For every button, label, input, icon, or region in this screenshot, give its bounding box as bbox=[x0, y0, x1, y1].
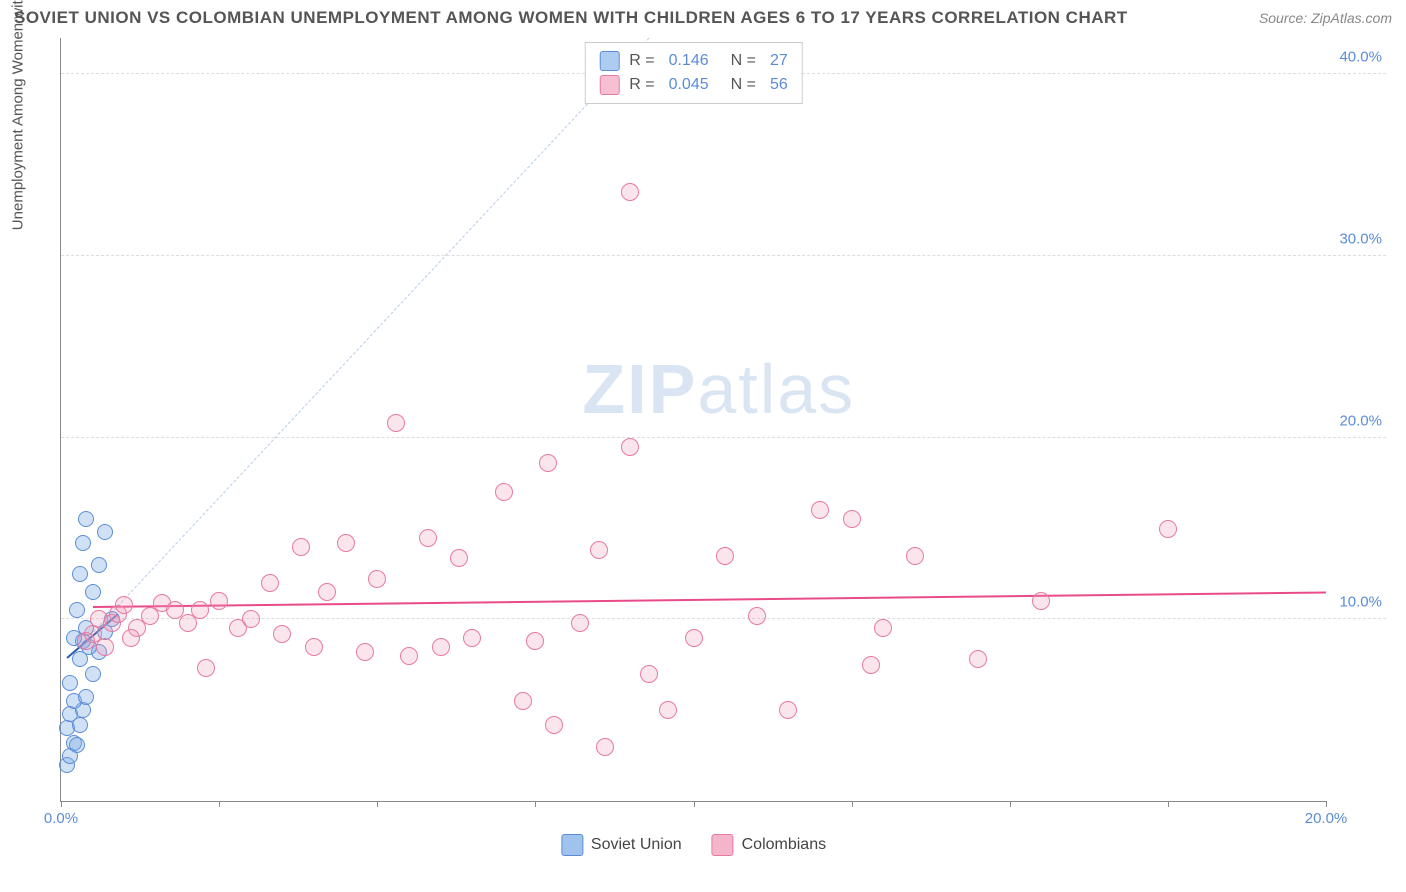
data-point bbox=[463, 629, 481, 647]
data-point bbox=[450, 549, 468, 567]
y-tick-label: 10.0% bbox=[1339, 594, 1382, 611]
legend-item-colombians: Colombians bbox=[712, 834, 826, 856]
data-point bbox=[716, 547, 734, 565]
swatch-soviet bbox=[599, 51, 619, 71]
gridline bbox=[61, 618, 1386, 619]
trend-line-colombians bbox=[93, 592, 1326, 609]
data-point bbox=[69, 737, 85, 753]
data-point bbox=[545, 716, 563, 734]
data-point bbox=[69, 602, 85, 618]
gridline bbox=[61, 255, 1386, 256]
data-point bbox=[640, 665, 658, 683]
chart-title: SOVIET UNION VS COLOMBIAN UNEMPLOYMENT A… bbox=[14, 8, 1128, 28]
data-point bbox=[115, 596, 133, 614]
data-point bbox=[514, 692, 532, 710]
data-point bbox=[292, 538, 310, 556]
data-point bbox=[748, 607, 766, 625]
watermark: ZIPatlas bbox=[582, 349, 855, 429]
data-point bbox=[419, 529, 437, 547]
data-point bbox=[78, 511, 94, 527]
data-point bbox=[368, 570, 386, 588]
data-point bbox=[191, 601, 209, 619]
x-tick bbox=[535, 801, 536, 807]
data-point bbox=[78, 689, 94, 705]
plot-area: ZIPatlas R = 0.146 N = 27 R = 0.045 N = … bbox=[60, 38, 1326, 802]
x-tick bbox=[852, 801, 853, 807]
data-point bbox=[874, 619, 892, 637]
data-point bbox=[305, 638, 323, 656]
data-point bbox=[75, 535, 91, 551]
data-point bbox=[969, 650, 987, 668]
y-axis-label: Unemployment Among Women with Children A… bbox=[10, 0, 27, 230]
x-tick bbox=[61, 801, 62, 807]
data-point bbox=[91, 557, 107, 573]
data-point bbox=[122, 629, 140, 647]
data-point bbox=[1032, 592, 1050, 610]
statistics-legend: R = 0.146 N = 27 R = 0.045 N = 56 bbox=[584, 42, 803, 104]
data-point bbox=[539, 454, 557, 472]
data-point bbox=[96, 638, 114, 656]
data-point bbox=[526, 632, 544, 650]
data-point bbox=[596, 738, 614, 756]
chart-header: SOVIET UNION VS COLOMBIAN UNEMPLOYMENT A… bbox=[14, 8, 1392, 28]
chart-container: Unemployment Among Women with Children A… bbox=[60, 38, 1386, 832]
data-point bbox=[495, 483, 513, 501]
data-point bbox=[843, 510, 861, 528]
y-tick-label: 20.0% bbox=[1339, 412, 1382, 429]
data-point bbox=[906, 547, 924, 565]
data-point bbox=[862, 656, 880, 674]
data-point bbox=[85, 584, 101, 600]
x-tick bbox=[219, 801, 220, 807]
y-tick-label: 30.0% bbox=[1339, 231, 1382, 248]
data-point bbox=[432, 638, 450, 656]
legend-row-colombians: R = 0.045 N = 56 bbox=[599, 73, 788, 97]
legend-row-soviet: R = 0.146 N = 27 bbox=[599, 49, 788, 73]
data-point bbox=[685, 629, 703, 647]
data-point bbox=[811, 501, 829, 519]
y-tick-label: 40.0% bbox=[1339, 49, 1382, 66]
x-tick bbox=[1168, 801, 1169, 807]
x-tick bbox=[1010, 801, 1011, 807]
data-point bbox=[621, 438, 639, 456]
data-point bbox=[571, 614, 589, 632]
data-point bbox=[273, 625, 291, 643]
data-point bbox=[242, 610, 260, 628]
data-point bbox=[590, 541, 608, 559]
data-point bbox=[210, 592, 228, 610]
data-point bbox=[1159, 520, 1177, 538]
data-point bbox=[659, 701, 677, 719]
data-point bbox=[779, 701, 797, 719]
data-point bbox=[387, 414, 405, 432]
x-tick bbox=[694, 801, 695, 807]
data-point bbox=[62, 675, 78, 691]
data-point bbox=[261, 574, 279, 592]
source-attribution: Source: ZipAtlas.com bbox=[1259, 10, 1392, 26]
data-point bbox=[621, 183, 639, 201]
gridline bbox=[61, 437, 1386, 438]
data-point bbox=[337, 534, 355, 552]
x-tick-label: 0.0% bbox=[44, 810, 78, 827]
data-point bbox=[356, 643, 374, 661]
swatch-colombians bbox=[599, 75, 619, 95]
data-point bbox=[85, 666, 101, 682]
data-point bbox=[72, 566, 88, 582]
data-point bbox=[97, 524, 113, 540]
data-point bbox=[318, 583, 336, 601]
identity-reference-line bbox=[80, 37, 650, 646]
data-point bbox=[197, 659, 215, 677]
x-tick bbox=[377, 801, 378, 807]
x-tick bbox=[1326, 801, 1327, 807]
data-point bbox=[400, 647, 418, 665]
legend-item-soviet: Soviet Union bbox=[561, 834, 682, 856]
series-legend: Soviet Union Colombians bbox=[561, 834, 826, 856]
x-tick-label: 20.0% bbox=[1305, 810, 1348, 827]
